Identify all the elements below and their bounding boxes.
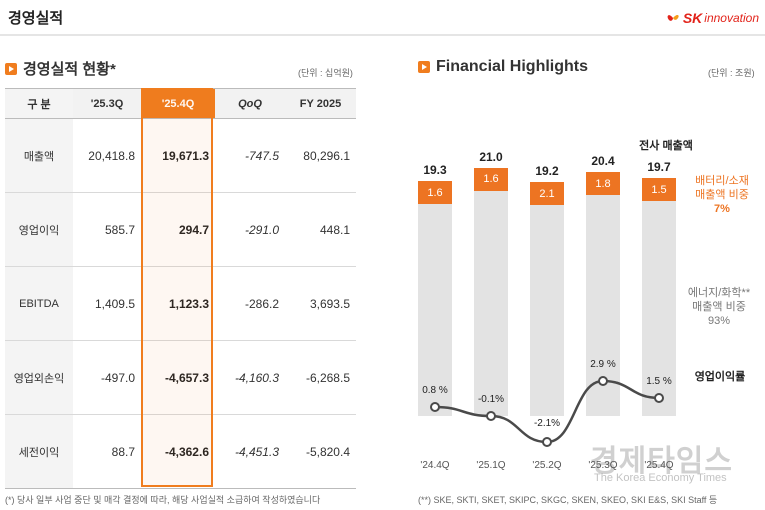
bar-total-label: 20.4 [591, 154, 615, 169]
cell-25-3q: 20,418.8 [88, 148, 135, 163]
page-title: 경영실적 [8, 10, 64, 27]
left-footnote: (*) 당사 일부 사업 중단 및 매각 결정에 따라, 해당 사업실적 소급하… [5, 495, 321, 505]
left-unit-label: (단위 : 십억원) [298, 68, 353, 78]
cell-25-4q: -4,362.6 [164, 444, 209, 459]
legend-battery-pct: 7% [714, 203, 730, 215]
cell-25-4q: 19,671.3 [162, 148, 209, 163]
bar-battery-revenue: 1.6 [418, 181, 452, 205]
operating-margin-point [542, 437, 552, 447]
right-section-title-text: Financial Highlights [436, 58, 589, 75]
col-header-category: 구 분 [5, 89, 73, 118]
cell-qoq: -286.2 [244, 296, 279, 311]
right-section-title: Financial Highlights [418, 58, 588, 76]
legend-battery-line2: 매출액 비중 [695, 189, 749, 201]
cell-fy2025: 3,693.5 [309, 296, 350, 311]
x-tick-label: '24.4Q [420, 460, 450, 471]
section-arrow-icon [5, 62, 17, 75]
left-section-title-text: 경영실적 현황* [23, 61, 116, 78]
logo-text-sk: SK [682, 10, 703, 26]
row-label: 세전이익 [5, 415, 73, 488]
section-arrow-icon [418, 61, 430, 73]
table-row: 영업외손익 -497.0 -4,657.3 -4,160.3 -6,268.5 [5, 341, 356, 415]
cell-25-4q: -4,657.3 [164, 370, 209, 385]
right-footnote: (**) SKE, SKTI, SKET, SKIPC, SKGC, SKEN,… [418, 495, 718, 505]
cell-fy2025: 448.1 [319, 222, 350, 237]
cell-25-3q: 1,409.5 [94, 296, 135, 311]
cell-qoq: -291.0 [244, 222, 279, 237]
bar-total-label: 19.7 [647, 160, 671, 174]
sk-butterfly-icon [667, 14, 679, 21]
bar-total-revenue [418, 181, 452, 416]
table-row: EBITDA 1,409.5 1,123.3 -286.2 3,693.5 [5, 267, 356, 341]
table-header: 구 분 '25.3Q '25.4Q QoQ FY 2025 [5, 88, 356, 119]
col-header-25-3q: '25.3Q [90, 97, 124, 110]
legend-operating-margin: 영업이익률 [694, 371, 746, 383]
bar-battery-revenue: 1.6 [474, 167, 508, 191]
bar-total-revenue [474, 167, 508, 416]
row-label: EBITDA [5, 267, 73, 340]
bar-battery-revenue: 2.1 [530, 182, 564, 205]
row-label: 매출액 [5, 119, 73, 192]
operating-margin-label: 2.9 % [590, 359, 616, 370]
page-header: 경영실적 SK innovation [0, 0, 765, 36]
table-row: 영업이익 585.7 294.7 -291.0 448.1 [5, 193, 356, 267]
cell-fy2025: 80,296.1 [303, 148, 350, 163]
legend-energy-line1: 에너지/화학** [687, 287, 751, 299]
cell-25-4q: 294.7 [178, 222, 209, 237]
operating-margin-label: -2.1% [533, 418, 561, 429]
bar-battery-revenue: 1.5 [642, 178, 676, 201]
cell-25-3q: 88.7 [111, 444, 135, 459]
bar-total-revenue [530, 182, 564, 416]
operating-margin-label: -0.1% [477, 394, 505, 405]
col-header-qoq: QoQ [238, 97, 262, 110]
operating-margin-label: 1.5 % [646, 376, 672, 387]
performance-table: 구 분 '25.3Q '25.4Q QoQ FY 2025 매출액 20,418… [5, 88, 356, 489]
right-unit-label: (단위 : 조원) [708, 68, 755, 78]
table-row: 매출액 20,418.8 19,671.3 -747.5 80,296.1 [5, 119, 356, 193]
x-tick-label: '25.3Q [588, 460, 618, 471]
bar-total-revenue [642, 178, 676, 416]
table-row: 세전이익 88.7 -4,362.6 -4,451.3 -5,820.4 [5, 415, 356, 489]
cell-25-4q: 1,123.3 [168, 296, 209, 311]
cell-25-3q: -497.0 [100, 370, 135, 385]
col-header-25-4q: '25.4Q [141, 89, 215, 118]
logo-text-innovation: innovation [704, 11, 759, 25]
cell-qoq: -4,451.3 [234, 444, 279, 459]
cell-fy2025: -5,820.4 [305, 444, 350, 459]
legend-energy: 에너지/화학** 매출액 비중 93% [676, 286, 762, 328]
left-section-title: 경영실적 현황* [5, 58, 116, 79]
legend-battery: 배터리/소재 매출액 비중 7% [682, 174, 762, 216]
legend-energy-line2: 매출액 비중 [692, 301, 746, 313]
row-label: 영업외손익 [5, 341, 73, 414]
watermark-subtext: The Korea Economy Times [594, 472, 727, 484]
cell-qoq: -747.5 [244, 148, 279, 163]
x-tick-label: '25.2Q [532, 460, 562, 471]
cell-25-3q: 585.7 [104, 222, 135, 237]
watermark-text: 경제타임스 [590, 444, 733, 479]
legend-energy-pct: 93% [707, 315, 731, 327]
bar-total-label: 19.3 [423, 163, 447, 178]
sk-innovation-logo: SK innovation [665, 8, 759, 28]
cell-fy2025: -6,268.5 [305, 370, 350, 385]
bar-total-revenue [586, 172, 620, 416]
x-tick-label: '25.4Q [644, 460, 674, 471]
bar-total-label: 19.2 [535, 164, 559, 178]
x-tick-label: '25.1Q [476, 460, 506, 471]
bar-total-label: 21.0 [479, 149, 503, 164]
cell-qoq: -4,160.3 [234, 370, 279, 385]
col-header-fy2025: FY 2025 [299, 97, 342, 110]
row-label: 영업이익 [5, 193, 73, 266]
legend-total-revenue: 전사 매출액 [639, 140, 693, 152]
legend-battery-line1: 배터리/소재 [695, 175, 749, 187]
operating-margin-label: 0.8 % [422, 385, 448, 396]
bar-battery-revenue: 1.8 [586, 172, 620, 196]
